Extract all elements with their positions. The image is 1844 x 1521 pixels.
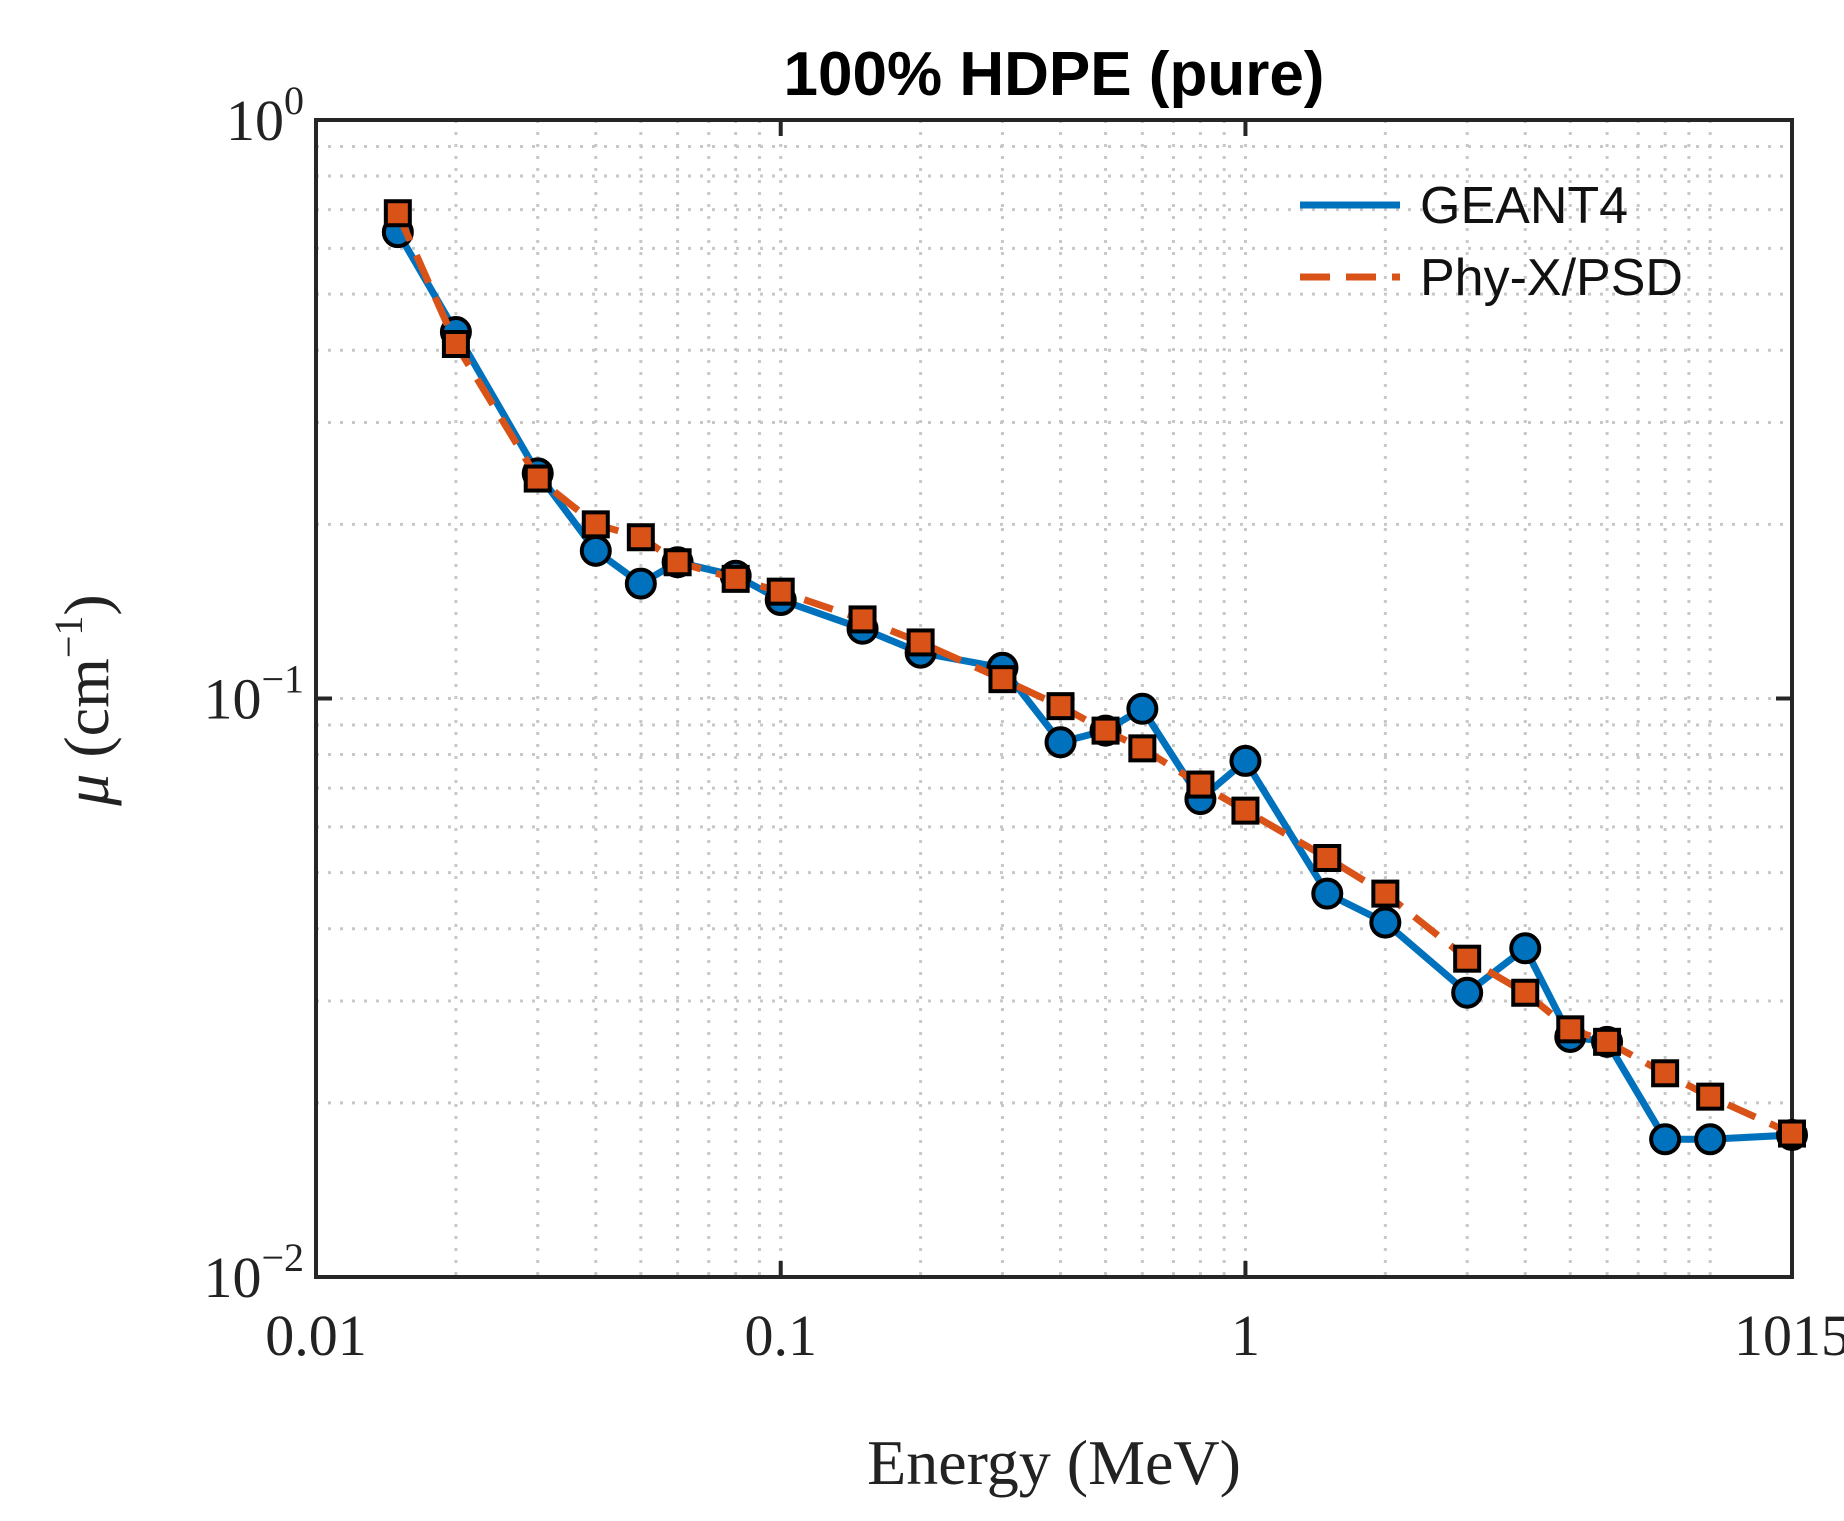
- data-point-phyx: [383, 199, 412, 228]
- data-point-geant4: [1649, 1123, 1682, 1156]
- data-point-phyx: [1453, 944, 1482, 973]
- data-point-phyx: [848, 605, 877, 634]
- data-point-phyx: [721, 564, 750, 593]
- data-point-phyx: [1651, 1059, 1680, 1088]
- data-point-phyx: [441, 330, 470, 359]
- x-tick-label: 0.01: [265, 1303, 367, 1368]
- data-point-geant4: [1509, 932, 1542, 965]
- data-point-phyx: [906, 628, 935, 657]
- data-point-geant4: [1451, 976, 1484, 1009]
- x-tick-label: 1: [1231, 1303, 1260, 1368]
- data-point-phyx: [1511, 978, 1540, 1007]
- y-tick-label: 100: [226, 78, 304, 153]
- data-point-phyx: [1778, 1119, 1806, 1148]
- data-point-phyx: [1371, 879, 1400, 908]
- data-point-phyx: [1128, 734, 1157, 763]
- data-point-geant4: [1044, 726, 1077, 759]
- legend: GEANT4 Phy-X/PSD: [1300, 177, 1683, 307]
- legend-label-0: GEANT4: [1420, 177, 1628, 235]
- data-point-phyx: [1091, 716, 1120, 745]
- x-axis-label: Energy (MeV): [867, 1427, 1241, 1498]
- series-group: [381, 199, 1808, 1156]
- data-point-phyx: [1696, 1082, 1725, 1111]
- data-point-phyx: [1186, 770, 1215, 799]
- data-point-phyx: [1231, 796, 1260, 825]
- y-axis-label-exp: −1: [46, 616, 91, 659]
- data-point-phyx: [663, 548, 692, 577]
- chart-title: 100% HDPE (pure): [784, 40, 1325, 109]
- data-point-phyx: [1593, 1027, 1622, 1056]
- data-point-phyx: [1556, 1015, 1585, 1044]
- x-tick-label: 1015: [1734, 1303, 1844, 1368]
- y-axis-label-close: ): [51, 594, 122, 615]
- data-point-phyx: [523, 464, 552, 493]
- x-tick-label: 0.1: [744, 1303, 817, 1368]
- data-point-geant4: [1126, 692, 1159, 725]
- svg-text:μ (cm−1): μ (cm−1): [46, 594, 122, 807]
- y-axis-label: μ (cm−1): [46, 594, 122, 807]
- legend-label-1: Phy-X/PSD: [1420, 249, 1683, 307]
- data-point-geant4: [1369, 906, 1402, 939]
- data-point-phyx: [766, 577, 795, 606]
- data-point-geant4: [579, 534, 612, 567]
- data-point-phyx: [1313, 844, 1342, 873]
- y-axis-label-unit: (cm: [51, 658, 122, 758]
- data-point-geant4: [624, 567, 657, 600]
- y-tick-label: 10−2: [203, 1235, 304, 1310]
- data-point-phyx: [988, 665, 1017, 694]
- y-tick-label: 10−1: [203, 657, 304, 732]
- axis-ticks: 0.01 0.1 1 1015 100 10−1 10−2: [203, 78, 1844, 1368]
- data-point-phyx: [581, 510, 610, 539]
- data-point-phyx: [1046, 692, 1075, 721]
- y-axis-label-symbol: μ: [51, 774, 122, 807]
- data-point-geant4: [1311, 877, 1344, 910]
- data-point-phyx: [626, 523, 655, 552]
- data-point-geant4: [1229, 744, 1262, 777]
- data-point-geant4: [1694, 1123, 1727, 1156]
